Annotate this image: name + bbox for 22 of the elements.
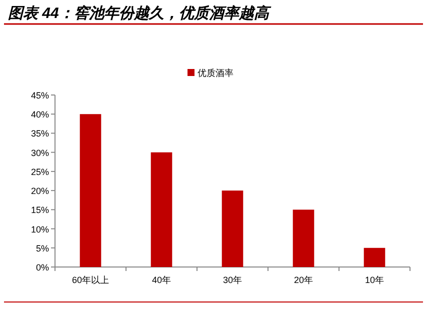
y-tick-label: 40% — [30, 110, 49, 120]
y-tick-label: 45% — [30, 90, 49, 100]
y-tick-label: 15% — [30, 205, 49, 216]
x-tick-label: 40年 — [152, 275, 172, 285]
y-tick-label: 25% — [30, 166, 49, 177]
y-tick-label: 30% — [30, 148, 49, 158]
bar — [222, 190, 244, 267]
legend-label: 优质酒率 — [198, 68, 234, 78]
x-tick-label: 20年 — [294, 275, 314, 285]
x-tick-label: 60年以上 — [72, 275, 110, 285]
y-tick-label: 0% — [36, 262, 49, 272]
bar — [364, 248, 386, 267]
y-tick-label: 20% — [30, 186, 49, 196]
y-tick-label: 10% — [30, 224, 49, 234]
chart-title: 图表 44：窖池年份越久，优质酒率越高 — [8, 4, 272, 22]
x-tick-label: 30年 — [222, 275, 242, 285]
y-tick-label: 35% — [30, 128, 49, 139]
y-tick-label: 5% — [36, 243, 49, 254]
bar — [292, 210, 314, 267]
bar — [150, 152, 172, 267]
x-tick-label: 10年 — [364, 275, 384, 285]
bar — [80, 114, 102, 267]
